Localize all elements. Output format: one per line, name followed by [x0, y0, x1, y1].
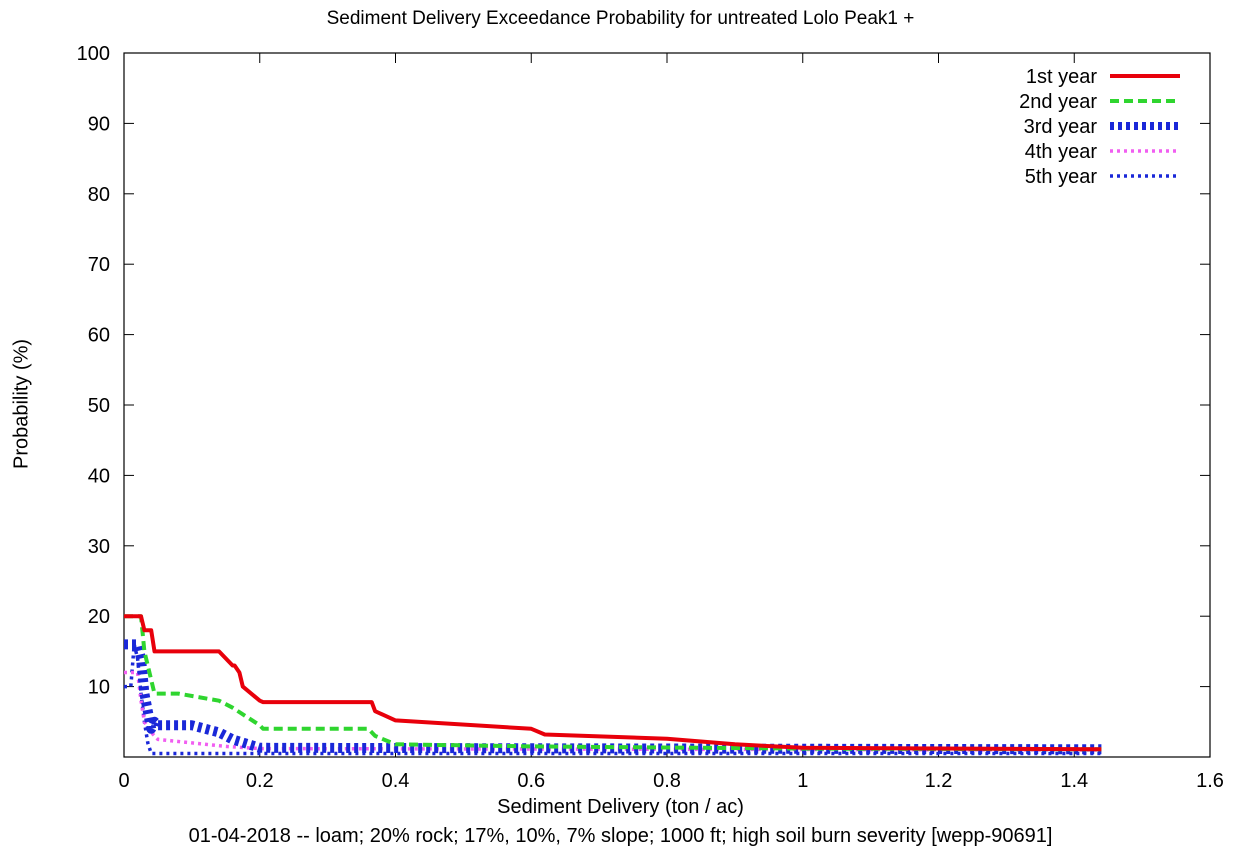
series-line-3 — [124, 639, 1102, 755]
y-tick-label: 90 — [88, 113, 110, 135]
legend-label-1: 1st year — [1026, 66, 1097, 88]
y-tick-label: 60 — [88, 325, 110, 347]
x-tick-label: 0.6 — [517, 770, 545, 792]
series-line-2 — [124, 614, 1102, 752]
legend-label-3: 3rd year — [1024, 116, 1098, 138]
y-tick-label: 70 — [88, 254, 110, 276]
series-line-1 — [124, 614, 1102, 752]
y-tick-label: 20 — [88, 606, 110, 628]
y-tick-label: 30 — [88, 536, 110, 558]
x-tick-label: 1.4 — [1060, 770, 1088, 792]
y-tick-label: 100 — [77, 43, 110, 65]
legend-label-4: 4th year — [1025, 141, 1098, 163]
x-tick-label: 1 — [797, 770, 808, 792]
x-tick-label: 0.8 — [653, 770, 681, 792]
x-axis-label: Sediment Delivery (ton / ac) — [497, 796, 744, 818]
y-tick-label: 40 — [88, 465, 110, 487]
x-tick-label: 1.2 — [925, 770, 953, 792]
x-tick-label: 1.6 — [1196, 770, 1224, 792]
x-tick-label: 0.4 — [382, 770, 410, 792]
y-tick-label: 10 — [88, 677, 110, 699]
x-tick-label: 0.2 — [246, 770, 274, 792]
series-line-5 — [124, 642, 1102, 756]
legend-label-2: 2nd year — [1019, 91, 1097, 113]
y-axis-label: Probability (%) — [10, 338, 33, 470]
x-tick-label: 0 — [118, 770, 129, 792]
chart-title: Sediment Delivery Exceedance Probability… — [326, 8, 915, 29]
y-tick-label: 80 — [88, 184, 110, 206]
legend-label-5: 5th year — [1025, 166, 1098, 188]
y-tick-label: 50 — [88, 395, 110, 417]
chart-footer: 01-04-2018 -- loam; 20% rock; 17%, 10%, … — [188, 825, 1053, 847]
